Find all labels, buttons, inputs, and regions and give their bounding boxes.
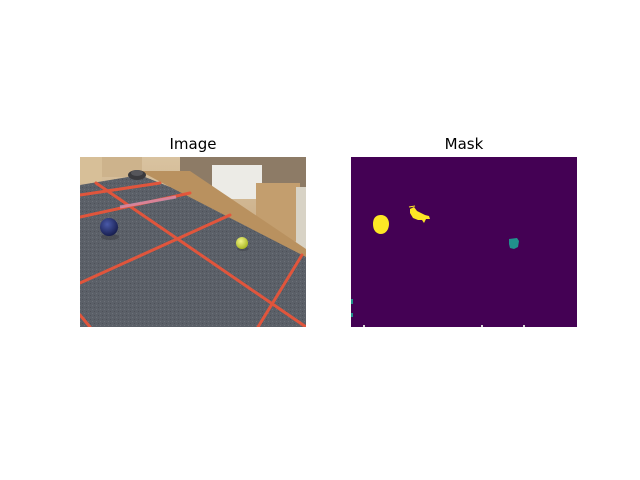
mask-background <box>351 157 577 327</box>
mask-speck <box>351 313 353 317</box>
yellow-ball-icon <box>236 237 249 251</box>
tape-glare <box>119 195 177 209</box>
left-cabinet <box>80 157 102 183</box>
mask-region-blue-ball <box>373 215 389 234</box>
tape-line <box>80 313 92 327</box>
mask-canvas <box>351 157 577 327</box>
blue-ball-icon <box>100 218 119 240</box>
tape-line <box>256 253 304 327</box>
mask-speck <box>363 325 365 327</box>
image-panel-title: Image <box>169 135 217 153</box>
photo-canvas <box>80 157 306 327</box>
mask-speck <box>481 325 483 327</box>
mask-speck <box>523 325 525 327</box>
robot-vacuum-icon <box>128 170 146 180</box>
image-panel <box>80 157 306 327</box>
mask-region-vacuum <box>410 207 430 223</box>
right-object <box>296 187 306 249</box>
tape-line <box>80 181 162 197</box>
mask-speck <box>408 205 416 208</box>
mask-panel-title: Mask <box>444 135 484 153</box>
mask-panel <box>351 157 577 327</box>
mask-speck <box>351 299 353 304</box>
mask-region-yellow-ball <box>509 238 519 249</box>
tape-line <box>80 213 232 285</box>
